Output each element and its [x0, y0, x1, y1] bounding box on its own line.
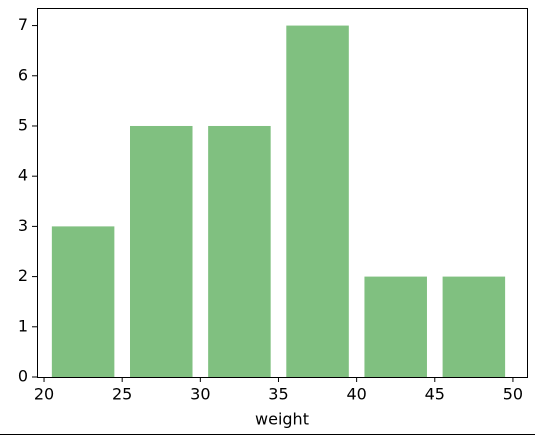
y-tick-label: 1: [18, 316, 28, 335]
y-tick-label: 0: [18, 367, 28, 386]
y-tick-label: 3: [18, 216, 28, 235]
bar: [364, 276, 427, 377]
x-tick-label: 25: [112, 385, 132, 404]
x-tick-label: 40: [346, 385, 366, 404]
bar: [51, 226, 115, 377]
x-tick-label: 50: [503, 385, 523, 404]
bar: [442, 276, 506, 377]
x-tick-label: 35: [268, 385, 288, 404]
x-tick-label: 45: [425, 385, 445, 404]
bar: [129, 125, 193, 378]
x-tick-label: 20: [34, 385, 54, 404]
plot-frame: [37, 8, 528, 378]
y-tick-label: 7: [18, 15, 28, 34]
x-tick-label: 30: [190, 385, 210, 404]
y-tick-label: 5: [18, 115, 28, 134]
x-axis-label: weight: [255, 410, 309, 429]
y-tick-label: 4: [18, 166, 28, 185]
bar: [208, 125, 271, 378]
bar: [286, 25, 349, 377]
y-tick-label: 6: [18, 65, 28, 84]
y-tick-label: 2: [18, 266, 28, 285]
